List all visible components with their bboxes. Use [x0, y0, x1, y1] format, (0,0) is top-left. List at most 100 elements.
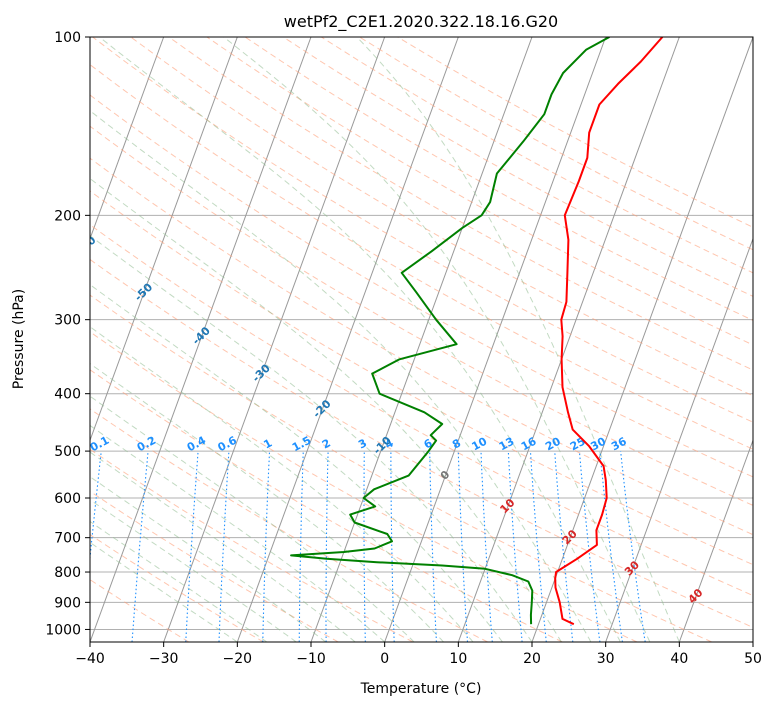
moist-adiabat-9	[90, 283, 503, 642]
dry-adiabat-15	[92, 37, 753, 423]
moist-adiabat-10	[90, 235, 533, 642]
y-axis: 100 200 300 400 500 600 700 800 900 1000	[45, 30, 90, 638]
mixing-ratio-line-15	[578, 451, 601, 642]
isotherm-line-8	[90, 37, 165, 241]
moist-adiabat-5	[90, 424, 386, 642]
x-tick-label-1: −30	[149, 651, 179, 667]
dry-adiabat-18	[206, 37, 753, 346]
dry-adiabat-14	[90, 64, 753, 450]
isotherm-label-8: -20	[310, 397, 333, 420]
y-tick-label-0: 100	[54, 30, 81, 46]
dry-adiabat-10	[90, 190, 753, 566]
mixing-ratio-label-11: 10	[470, 435, 490, 454]
mixing-ratio-line-12	[507, 451, 523, 642]
dry-adiabat-19	[244, 37, 753, 321]
isotherm-line-9	[90, 37, 238, 442]
isotherm-line-19	[752, 640, 753, 642]
mixing-ratio-line-10	[457, 451, 469, 642]
mixing-ratio-line-9	[429, 451, 437, 642]
y-tick-label-5: 600	[54, 491, 81, 507]
moist-adiabat-0	[90, 541, 238, 642]
x-tick-label-5: 10	[449, 651, 467, 667]
y-tick-label-9: 1000	[45, 622, 81, 638]
mixing-ratio-label-12: 13	[497, 435, 517, 454]
dry-adiabat-2	[90, 490, 339, 642]
y-tick-label-4: 500	[54, 444, 81, 460]
temperature-profile-line	[554, 37, 664, 626]
moist-adiabat-6	[90, 395, 415, 642]
dry-adiabat-8	[90, 258, 753, 628]
plot-frame	[89, 36, 754, 643]
series-layer	[290, 37, 664, 626]
mixing-ratio-line-7	[363, 451, 366, 642]
mixing-ratio-label-16: 30	[588, 435, 608, 454]
dry-adiabat-9	[90, 224, 753, 597]
mixing-ratio-line-14	[554, 451, 574, 642]
isotherm-label-6: -40	[190, 324, 213, 347]
moist-adiabat-13	[99, 37, 621, 642]
moist-adiabat-3	[90, 476, 326, 642]
mixing-ratio-label-15: 25	[568, 435, 588, 454]
isotherm-line-12	[236, 37, 459, 642]
isotherm-label-11: 10	[497, 496, 517, 516]
y-axis-label: Pressure (hPa)	[11, 289, 27, 389]
isotherm-line-17	[605, 237, 753, 642]
isotherm-line-14	[384, 37, 607, 642]
x-tick-label-2: −20	[223, 651, 253, 667]
y-tick-label-7: 800	[54, 565, 81, 581]
dry-adiabat-12	[90, 125, 753, 506]
x-tick-label-7: 30	[597, 651, 615, 667]
dry-adiabat-1	[90, 534, 264, 642]
isotherm-label-3: -70	[20, 183, 43, 206]
mixing-ratio-line-11	[480, 451, 493, 642]
moist-adiabat-4	[90, 451, 356, 642]
isotherm-label-4: -60	[75, 233, 98, 256]
grid-layer	[90, 37, 753, 642]
isotherm-line-10	[90, 37, 312, 642]
moist-adiabat-7	[90, 363, 444, 642]
isotherm-line-11	[163, 37, 386, 642]
x-tick-label-6: 20	[523, 651, 541, 667]
dry-adiabat-7	[90, 294, 712, 642]
mixing-ratio-label-14: 20	[543, 435, 563, 454]
x-tick-label-0: −40	[75, 651, 105, 667]
mixing-ratio-label-13: 16	[519, 435, 539, 454]
x-tick-label-8: 40	[670, 651, 688, 667]
isotherm-line-16	[531, 37, 753, 642]
x-axis: −40 −30 −20 −10 0 10 20 30 40 50	[75, 642, 762, 667]
moist-adiabat-2	[90, 499, 297, 642]
isotherm-label-10: 0	[438, 468, 453, 483]
dry-adiabat-11	[90, 157, 753, 536]
x-tick-label-9: 50	[744, 651, 762, 667]
isotherm-label-14: 40	[686, 586, 706, 606]
mixing-ratio-line-16	[599, 451, 623, 642]
isotherm-line-18	[678, 438, 753, 642]
moist-adiabat-12	[90, 110, 592, 642]
dry-adiabat-0	[90, 579, 190, 642]
mixing-ratio-line-13	[529, 451, 547, 642]
mixing-ratio-line-17	[620, 451, 646, 642]
isotherm-label-7: -30	[250, 361, 273, 384]
x-tick-label-3: −10	[296, 651, 326, 667]
isotherm-line-15	[457, 37, 680, 642]
dry-adiabat-17	[168, 37, 753, 371]
dry-adiabat-5	[90, 369, 563, 642]
mixing-ratio-line-0	[90, 451, 102, 563]
mixing-ratio-line-5	[298, 451, 304, 642]
moist-adiabat-1	[90, 520, 268, 642]
mixing-ratio-line-8	[390, 451, 395, 642]
y-tick-label-8: 900	[54, 595, 81, 611]
moist-adiabat-15	[356, 37, 680, 642]
chart-title: wetPf2_C2E1.2020.322.18.16.G20	[284, 12, 558, 32]
mixing-ratio-label-7: 3	[356, 436, 369, 451]
mixing-ratio-label-17: 36	[609, 435, 629, 454]
dry-adiabat-4	[90, 408, 488, 642]
isotherm-label-5: -50	[132, 280, 155, 303]
mixing-ratio-label-6: 2	[320, 436, 333, 451]
mixing-ratio-label-4: 1	[261, 436, 274, 451]
mixing-ratio-line-3	[218, 451, 230, 642]
dry-adiabat-21	[321, 37, 753, 274]
y-tick-label-3: 400	[54, 387, 81, 403]
moist-adiabat-8	[90, 326, 474, 642]
